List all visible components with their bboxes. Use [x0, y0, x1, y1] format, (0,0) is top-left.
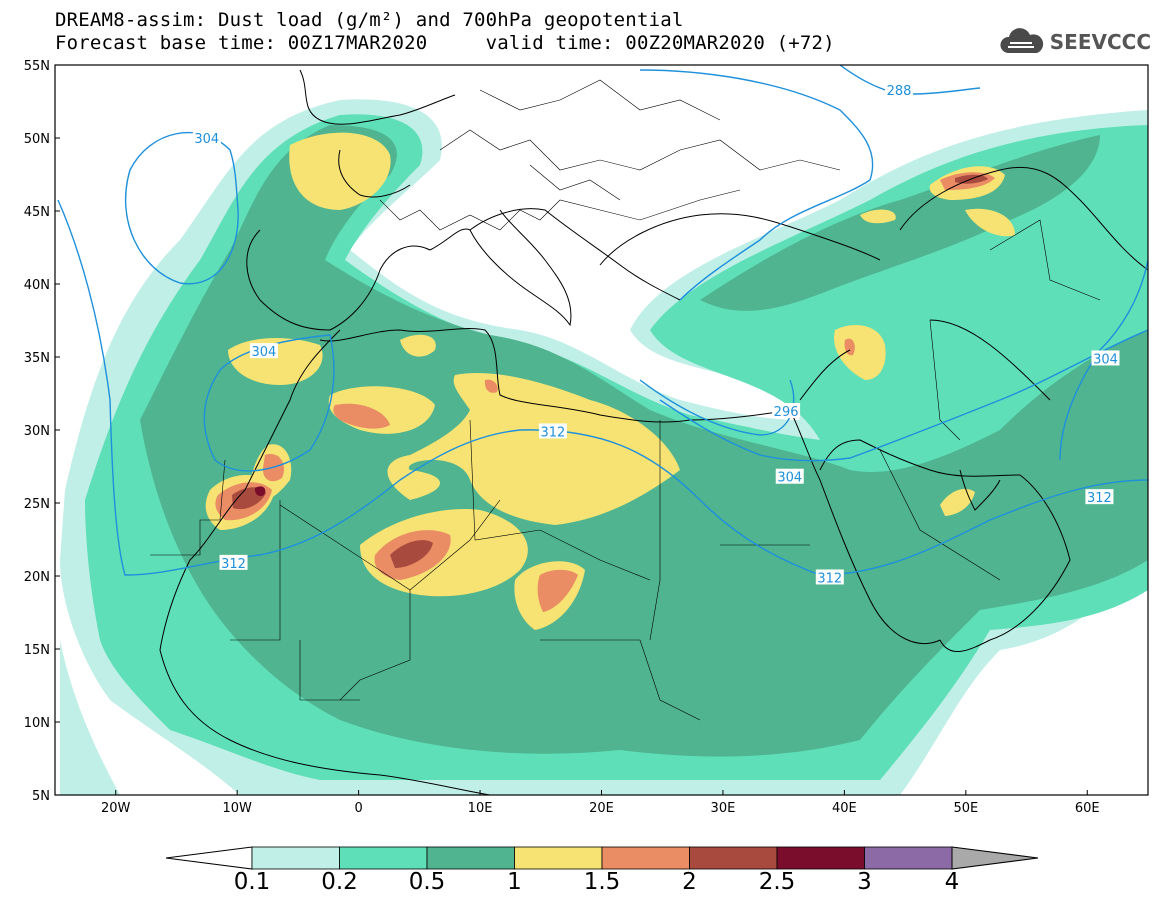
lon-tick-label: 20E [589, 801, 614, 816]
contour-label-bg [249, 343, 278, 359]
contour-label: 304 [251, 345, 276, 360]
cloud-icon [1000, 28, 1043, 53]
contour-label: 288 [887, 84, 912, 99]
coastlines [159, 69, 1148, 795]
colorbar-label: 0.2 [321, 869, 358, 895]
contour-label-bg [219, 554, 248, 570]
colorbar-segment [689, 846, 778, 870]
colorbar-label: 1.5 [583, 869, 621, 895]
colorbar-segment [426, 846, 515, 870]
colorbar-label: 0.5 [408, 869, 446, 895]
latitude-axis: 55N 50N 45N 40N 35N 30N 25N 20N 15N 10N 5N [24, 59, 60, 804]
lat-tick-label: 50N [24, 132, 50, 147]
lat-tick-label: 20N [24, 570, 50, 585]
map-title: DREAM8-assim: Dust load (g/m²) and 700hP… [55, 9, 684, 31]
lat-tick-label: 45N [24, 205, 50, 220]
lon-tick-label: 10W [222, 801, 252, 816]
contour-label-bg [1091, 350, 1120, 366]
contour-label: 312 [541, 425, 566, 440]
contour-label: 304 [194, 132, 219, 147]
colorbar [165, 846, 1039, 870]
colorbar-segment [776, 846, 865, 870]
lat-tick-label: 5N [32, 789, 50, 804]
lon-tick-label: 50E [953, 801, 978, 816]
colorbar-under-arrow [165, 846, 253, 870]
contour-label: 312 [1087, 491, 1112, 506]
colorbar-label: 4 [944, 869, 960, 895]
lat-tick-label: 55N [24, 59, 50, 74]
lon-tick-label: 40E [832, 801, 857, 816]
lon-tick-label: 30E [711, 801, 736, 816]
contour-label: 304 [1093, 352, 1118, 367]
colorbar-segment [339, 846, 428, 870]
contour-label: 304 [777, 471, 802, 486]
colorbar-segment [251, 846, 340, 870]
lon-tick-label: 0 [354, 801, 362, 816]
colorbar-label: 0.1 [233, 869, 271, 895]
lat-tick-label: 25N [24, 497, 50, 512]
contour-label-bg [885, 81, 914, 97]
contour-label-bg [772, 403, 801, 419]
lon-tick-label: 60E [1075, 801, 1100, 816]
seevccc-logo: SEEVCCC [998, 26, 1151, 58]
logo-text: SEEVCCC [1049, 30, 1151, 54]
dust-load-field [60, 99, 1148, 795]
lon-tick-label: 20W [101, 801, 131, 816]
colorbar-segment [601, 846, 690, 870]
lat-tick-label: 15N [24, 643, 50, 658]
contour-label-bg [815, 569, 844, 585]
colorbar-label: 2.5 [758, 869, 796, 895]
colorbar-label: 2 [682, 869, 697, 895]
colorbar-segment [514, 846, 603, 870]
colorbar-label: 3 [857, 869, 872, 895]
contour-label: 312 [221, 557, 246, 572]
contour-labels: 304 288 304 312 296 304 312 312 304 312 [192, 81, 1120, 586]
lat-tick-label: 10N [24, 716, 50, 731]
colorbar-label: 1 [507, 869, 522, 895]
colorbar-segment [864, 846, 953, 870]
forecast-time-line: Forecast base time: 00Z17MAR2020 valid t… [55, 32, 835, 54]
contour-label: 312 [817, 571, 842, 586]
lat-tick-label: 30N [24, 424, 50, 439]
country-borders [150, 79, 1101, 721]
contour-label-bg [538, 423, 567, 439]
lat-tick-label: 35N [24, 351, 50, 366]
contour-label: 296 [774, 405, 799, 420]
contour-label-bg [775, 468, 804, 484]
lon-tick-label: 10E [468, 801, 493, 816]
lat-tick-label: 40N [24, 278, 50, 293]
geopotential-contours [57, 65, 1148, 576]
colorbar-over-arrow [951, 846, 1039, 870]
contour-label-bg [1085, 489, 1114, 505]
contour-label-bg [192, 130, 221, 145]
longitude-axis: 20W 10W 0 10E 20E 30E 40E 50E 60E [101, 790, 1100, 816]
